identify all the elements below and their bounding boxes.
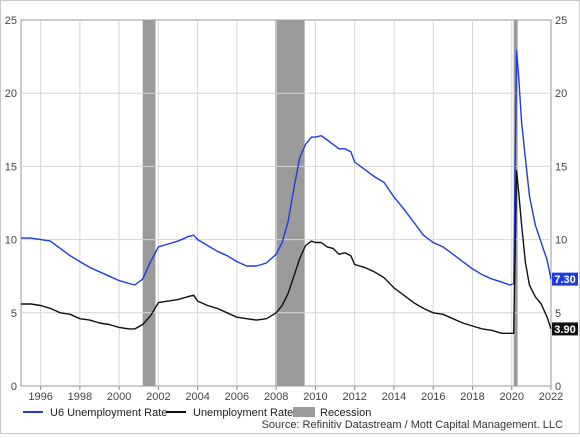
legend-label: U6 Unemployment Rate [50,407,167,419]
y-tick-label-left: 20 [5,88,17,100]
series-lines [21,50,552,334]
recession-band [142,20,156,386]
x-tick-label: 2016 [421,391,445,403]
x-tick-label: 2018 [460,391,484,403]
x-tick-label: 2012 [342,391,366,403]
x-tick-label: 2008 [264,391,288,403]
y-tick-label-right: 25 [555,15,567,27]
series-line-unemployment [21,170,552,334]
end-label-value: 7.30 [554,274,575,286]
legend: U6 Unemployment Rate Unemployment Rate Rec… [23,407,371,419]
x-tick-label: 1996 [28,391,52,403]
y-tick-label-left: 10 [5,235,17,247]
x-tick-label: 2010 [303,391,327,403]
x-tick-label: 2006 [225,391,249,403]
x-tick-label: 2004 [185,391,209,403]
y-tick-label-left: 0 [11,381,17,393]
y-tick-label-right: 0 [555,381,561,393]
x-tick-label: 2014 [382,391,406,403]
y-tick-label-right: 15 [555,161,567,173]
y-tick-label-right: 10 [555,235,567,247]
legend-label: Recession [320,407,371,419]
source-note: Source: Refinitiv Datastream / Mott Capi… [262,419,563,431]
x-tick-label: 2020 [499,391,523,403]
y-tick-label-right: 20 [555,88,567,100]
y-axis-right: 0 5 10 15 20 25 [555,15,567,393]
x-tick-label: 2002 [146,391,170,403]
x-tick-label: 2022 [539,391,563,403]
y-tick-label-left: 15 [5,161,17,173]
x-axis: 1996 1998 2000 2002 2004 2006 2008 2010 2012 2014… [28,386,563,403]
y-tick-label-right: 5 [555,308,561,320]
recession-band [275,20,305,386]
legend-swatch-box [293,407,315,417]
y-axis-left: 0 5 10 15 20 25 [5,15,17,393]
x-tick-label: 2000 [107,391,131,403]
end-label-box [552,272,578,286]
grid-lines [21,20,551,386]
y-tick-label-left: 5 [11,308,17,320]
end-label-value: 3.90 [554,324,575,336]
legend-label: Unemployment Rate [193,407,293,419]
end-labels: 7.30 3.90 [552,272,578,336]
y-tick-label-left: 25 [5,15,17,27]
series-line-u6 [21,50,552,286]
end-label-box [552,322,578,336]
x-tick-label: 1998 [68,391,92,403]
